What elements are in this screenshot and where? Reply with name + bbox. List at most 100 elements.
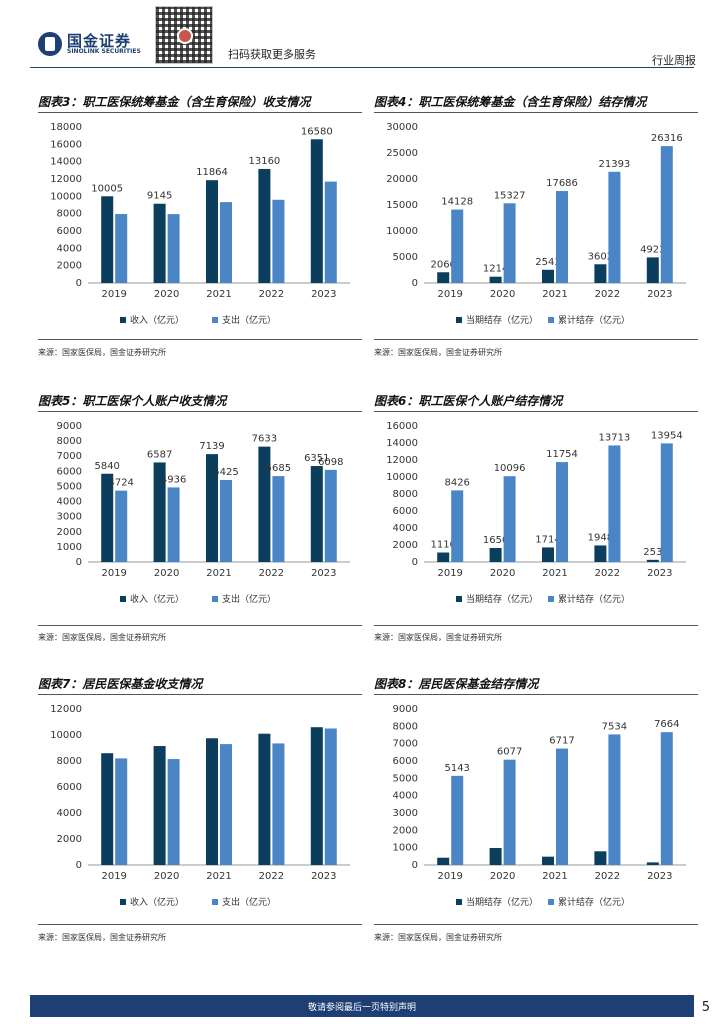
logo-mark-icon [38,32,62,56]
y-tick-label: 6000 [57,226,82,237]
data-label: 4724 [108,478,133,489]
y-tick-label: 5000 [57,481,82,492]
source-note: 来源：国家医保局，国金证券研究所 [38,348,166,357]
legend-entry: 累计结存（亿元） [558,593,630,605]
data-label: 253 [643,547,662,558]
data-label: 11754 [546,449,578,460]
page-number: 5 [701,1000,710,1015]
bar-series1 [101,473,114,562]
y-tick-label: 0 [412,278,418,289]
source-divider [374,625,698,626]
legend-swatch [120,317,126,323]
legend-entry: 支出（亿元） [222,896,276,908]
data-label: 6077 [497,747,522,758]
bar-series1 [310,139,323,283]
x-tick-label: 2021 [206,871,231,882]
data-label: 7664 [654,719,679,730]
x-tick-label: 2020 [490,871,515,882]
x-tick-label: 2021 [542,568,567,579]
x-tick-label: 2021 [542,289,567,300]
data-label: 2066 [430,259,455,270]
panel-fig3: 图表3：职工医保统筹基金（含生育保险）收支情况 0 2000 4000 6000 800… [38,93,362,363]
logo-name-en: SINOLINK SECURITIES [67,48,141,55]
legend-entry: 收入（亿元） [130,314,184,326]
bar-series2 [503,759,516,865]
bar-series2 [556,748,568,865]
chart-title: 图表8：居民医保基金结存情况 [374,677,539,691]
data-label: 6351 [304,453,329,464]
source-note: 来源：国家医保局，国金证券研究所 [374,633,502,642]
bar-series2 [115,490,128,562]
data-label: 4936 [161,474,186,485]
bar-series2 [503,476,516,562]
bar-series1 [646,862,659,865]
bar-series1 [258,733,271,865]
y-tick-label: 12000 [386,455,418,466]
legend-swatch [456,899,462,905]
y-tick-label: 6000 [57,466,82,477]
x-tick-label: 2019 [101,289,126,300]
bar-series1 [489,276,502,283]
x-tick-label: 2019 [101,568,126,579]
bar-series2 [556,462,568,562]
y-tick-label: 20000 [386,174,418,185]
page-footer: 敬请参阅最后一页特别声明 [30,995,694,1017]
data-label: 16580 [301,126,333,137]
title-divider [38,411,362,412]
bar-series2 [660,443,673,562]
legend-swatch [548,596,554,602]
bar-series1 [489,547,502,562]
bar-series1 [437,857,450,865]
y-tick-label: 0 [412,860,418,871]
bar-series2 [503,203,516,283]
data-label: 13954 [651,430,683,441]
x-tick-label: 2022 [595,871,620,882]
y-tick-label: 9000 [57,421,82,432]
bar-series1 [258,446,271,562]
x-tick-label: 2022 [259,871,284,882]
qr-center-icon [177,28,193,44]
x-tick-label: 2019 [101,871,126,882]
chart-fig7: 0 2000 4000 6000 8000 10000 12000 2019 2020 2021 2… [50,704,350,908]
y-tick-label: 4000 [57,497,82,508]
page-header: 国金证券 SINOLINK SECURITIES 扫码获取更多服务 行业周报 [0,0,724,68]
y-tick-label: 0 [76,278,82,289]
legend-swatch [212,899,218,905]
bar-series2 [324,469,337,562]
chart-fig3: 0 2000 4000 6000 8000 10000 12000 14000 16000 180… [50,122,350,326]
y-tick-label: 5000 [393,773,418,784]
chart-fig5: 0 1000 2000 3000 4000 5000 6000 7000 8000 9000 584… [57,421,350,605]
legend-swatch [120,596,126,602]
bar-series2 [608,171,621,283]
data-label: 10096 [494,463,526,474]
bar-series1 [437,272,450,283]
data-label: 1948 [588,532,613,543]
bar-series2 [167,759,180,865]
y-tick-label: 2000 [393,825,418,836]
panel-fig7: 图表7：居民医保基金收支情况 0 2000 4000 6000 8000 10000 120… [38,675,362,945]
x-tick-label: 2021 [206,289,231,300]
scan-prompt: 扫码获取更多服务 [228,48,316,61]
data-label: 21393 [598,159,630,170]
header-divider [30,67,694,68]
qr-code-icon[interactable] [155,6,213,64]
data-label: 5425 [213,467,238,478]
y-tick-label: 6000 [393,506,418,517]
data-label: 1116 [430,540,455,551]
x-tick-label: 2021 [542,871,567,882]
y-tick-label: 2000 [57,834,82,845]
legend-entry: 累计结存（亿元） [558,896,630,908]
bar-series2 [115,214,128,283]
bar-series1 [594,851,607,865]
x-tick-label: 2023 [311,871,336,882]
data-label: 6587 [147,449,172,460]
bar-series2 [272,476,285,562]
y-tick-label: 10000 [386,226,418,237]
y-tick-label: 4000 [393,523,418,534]
data-label: 7139 [199,441,224,452]
legend-swatch [212,596,218,602]
source-divider [38,339,362,340]
data-label: 13713 [598,432,630,443]
bar-series1 [646,559,659,562]
x-tick-label: 2019 [437,871,462,882]
